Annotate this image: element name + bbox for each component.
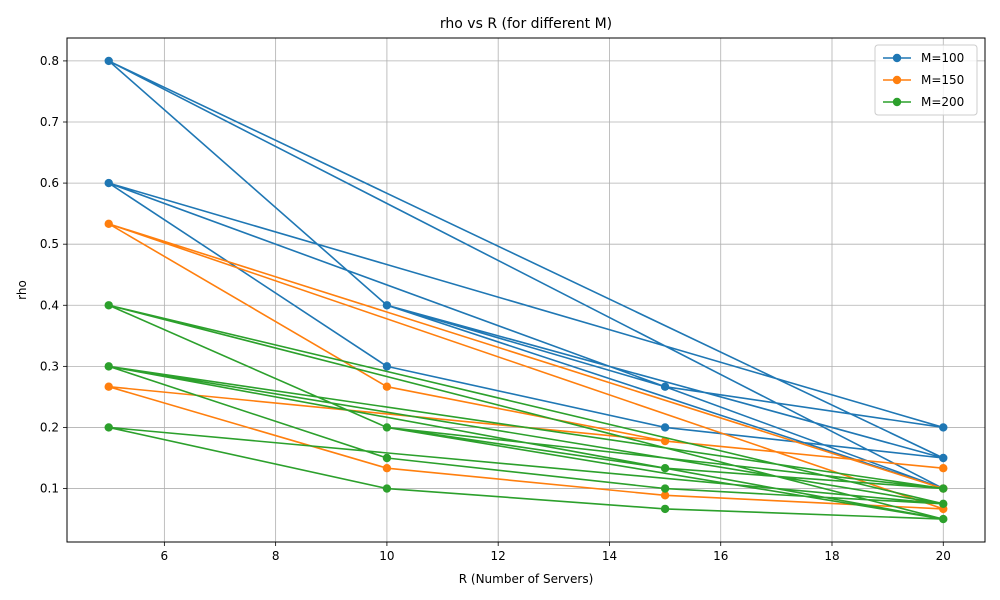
x-tick-label: 20: [936, 549, 951, 563]
legend-item: M=200: [883, 95, 964, 109]
data-point: [104, 178, 113, 188]
legend-swatch-marker: [892, 53, 902, 63]
y-tick-label: 0.4: [40, 298, 59, 312]
data-point: [660, 382, 670, 391]
data-point: [382, 423, 392, 432]
data-point: [939, 514, 948, 524]
x-tick-label: 12: [491, 549, 506, 563]
legend-label: M=150: [921, 73, 964, 87]
data-point: [104, 219, 113, 229]
legend: M=100 M=150 M=200: [874, 44, 978, 116]
data-point: [382, 453, 392, 463]
x-tick-label: 6: [161, 549, 169, 563]
legend-label: M=100: [921, 51, 964, 65]
legend-swatch-marker: [892, 97, 902, 107]
y-tick-label: 0.6: [40, 176, 59, 190]
y-axis-ticks: 0.1 0.2 0.3 0.4 0.5 0.6 0.7 0.8: [40, 54, 67, 496]
x-tick-label: 10: [379, 549, 394, 563]
series-line: [107, 223, 945, 510]
x-tick-label: 18: [824, 549, 839, 563]
data-point: [660, 504, 670, 514]
x-tick-label: 8: [272, 549, 280, 563]
series-line: [107, 304, 945, 520]
y-tick-label: 0.2: [40, 420, 59, 434]
y-tick-label: 0.7: [40, 115, 59, 129]
data-point: [382, 382, 392, 391]
x-axis-label: R (Number of Servers): [459, 572, 594, 586]
data-point: [939, 423, 948, 432]
series-line: [107, 60, 945, 490]
series-layer: [104, 56, 948, 524]
series-M=200: [104, 301, 948, 524]
chart-title: rho vs R (for different M): [440, 16, 612, 32]
data-point: [939, 464, 948, 473]
y-tick-label: 0.3: [40, 359, 59, 373]
data-point: [104, 382, 113, 391]
x-axis-ticks: 6 8 10 12 14 16 18 20: [161, 542, 951, 563]
legend-box: [874, 44, 978, 116]
y-tick-label: 0.5: [40, 237, 59, 251]
y-tick-label: 0.8: [40, 54, 59, 68]
data-point: [939, 499, 948, 509]
data-point: [104, 301, 113, 310]
data-point: [104, 423, 113, 432]
data-point: [939, 484, 948, 493]
data-point: [382, 301, 392, 310]
x-tick-label: 16: [713, 549, 728, 563]
x-tick-label: 14: [602, 549, 617, 563]
legend-item: M=150: [883, 73, 964, 87]
data-point: [939, 453, 948, 463]
plot-frame: [66, 37, 986, 543]
data-point: [104, 362, 113, 371]
data-point: [382, 464, 392, 473]
legend-label: M=200: [921, 95, 964, 109]
legend-item: M=100: [883, 51, 964, 65]
data-point: [660, 464, 670, 473]
data-point: [382, 484, 392, 493]
y-axis-label: rho: [15, 280, 29, 300]
data-point: [660, 491, 670, 500]
data-point: [104, 56, 113, 66]
data-point: [660, 484, 670, 493]
legend-swatch-marker: [892, 75, 902, 85]
y-tick-label: 0.1: [40, 482, 59, 496]
data-point: [660, 423, 670, 432]
data-point: [382, 362, 392, 371]
